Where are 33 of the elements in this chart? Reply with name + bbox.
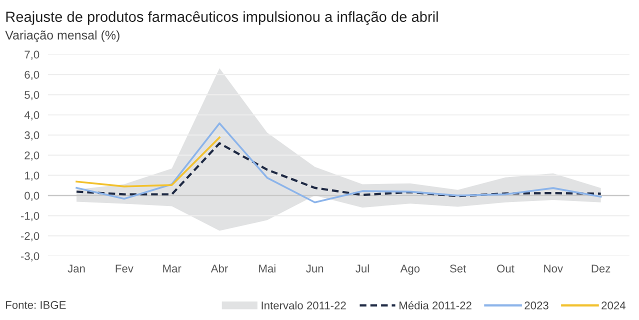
- y-tick-label: -3,0: [20, 252, 40, 262]
- x-tick-label: Out: [497, 264, 514, 272]
- y-tick-label: 7,0: [24, 50, 40, 60]
- y-tick-label: 2,0: [24, 151, 40, 161]
- legend-label: 2023: [524, 302, 548, 310]
- legend-label: Intervalo 2011-22: [262, 301, 346, 310]
- y-tick-label: 1,0: [24, 172, 40, 181]
- chart-title: Reajuste de produtos farmacêuticos impulsionou a inflação de abril: [6, 11, 438, 25]
- x-tick-label: Mai: [259, 264, 276, 272]
- x-tick-label: Jan: [68, 264, 85, 272]
- x-tick-label: Jul: [356, 264, 369, 272]
- x-tick-label: Nov: [544, 264, 563, 272]
- y-tick-label: 6,0: [24, 70, 40, 80]
- x-tick-label: Ago: [400, 264, 420, 275]
- x-tick-label: Mar: [163, 264, 182, 272]
- x-tick-label: Jun: [306, 264, 324, 272]
- x-tick-label: Fev: [116, 264, 134, 272]
- x-tick-label: Set: [450, 264, 466, 272]
- line-series: [76, 122, 602, 204]
- legend-label: Média 2011-22: [400, 301, 472, 310]
- chart-subtitle: Variação mensal (%): [5, 30, 120, 42]
- y-tick-label: -1,0: [20, 212, 40, 222]
- x-tick-label: Abr: [210, 264, 228, 272]
- x-tick-label: Dez: [592, 264, 610, 272]
- y-tick-label: 3,0: [24, 131, 40, 140]
- line-series: [76, 136, 220, 188]
- y-tick-label: 0,0: [24, 192, 40, 201]
- source-note: Fonte: IBGE: [6, 301, 66, 309]
- legend-label: 2024: [602, 302, 626, 310]
- y-tick-label: 5,0: [24, 90, 40, 100]
- y-tick-label: -2,0: [20, 232, 40, 242]
- line-series: [75, 142, 602, 198]
- y-tick-label: 4,0: [24, 111, 40, 120]
